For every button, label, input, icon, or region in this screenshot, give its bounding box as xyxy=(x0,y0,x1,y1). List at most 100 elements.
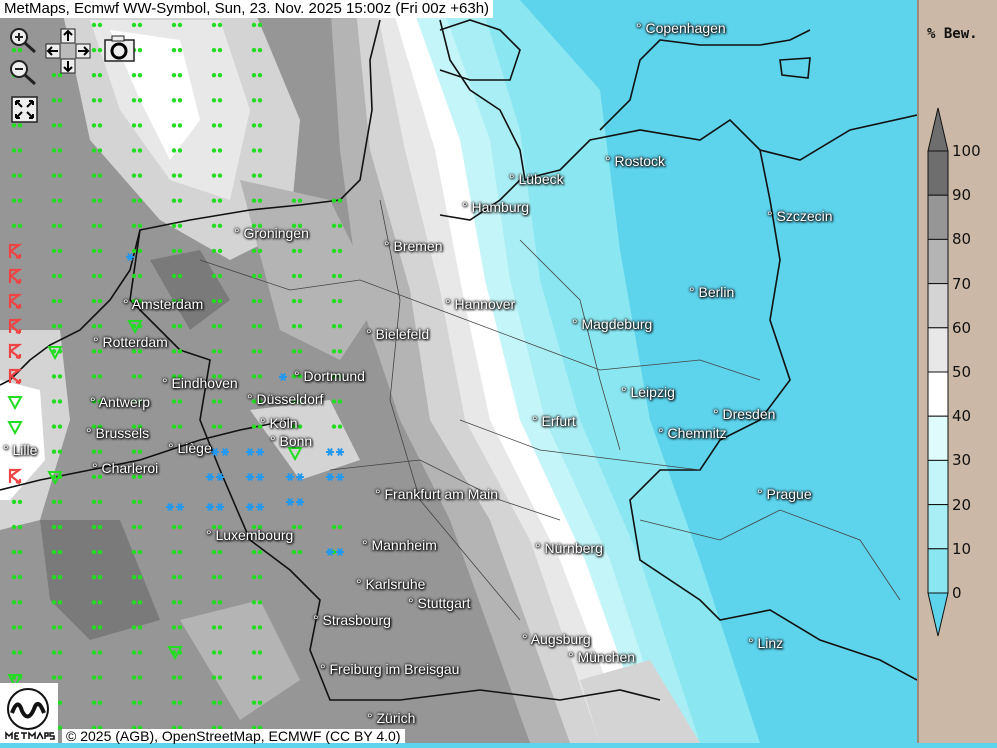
drizzle-symbol xyxy=(251,98,257,103)
fullscreen-icon[interactable] xyxy=(11,96,38,123)
drizzle-symbol xyxy=(177,700,183,705)
zoom-out-icon[interactable] xyxy=(8,58,38,86)
drizzle-symbol xyxy=(91,349,97,354)
drizzle-symbol xyxy=(297,424,303,429)
city-label: ° Charleroi xyxy=(92,460,159,476)
drizzle-symbol xyxy=(97,47,103,53)
drizzle-symbol xyxy=(217,725,223,730)
snow-symbol xyxy=(246,448,254,456)
weather-map[interactable] xyxy=(0,0,917,743)
pan-control[interactable] xyxy=(45,28,91,74)
drizzle-symbol xyxy=(211,98,217,103)
city-label: ° Copenhagen xyxy=(636,20,726,36)
drizzle-symbol xyxy=(171,725,177,730)
drizzle-symbol xyxy=(297,524,303,530)
drizzle-symbol xyxy=(211,173,217,178)
drizzle-symbol xyxy=(91,600,97,605)
drizzle-symbol xyxy=(91,675,97,680)
drizzle-symbol xyxy=(131,449,137,454)
drizzle-symbol xyxy=(217,123,223,128)
drizzle-symbol xyxy=(97,625,103,630)
drizzle-symbol xyxy=(297,198,303,203)
drizzle-symbol xyxy=(257,22,263,28)
city-label: ° München xyxy=(568,649,636,665)
drizzle-symbol xyxy=(177,675,183,680)
legend-label: 30 xyxy=(952,451,972,470)
drizzle-symbol xyxy=(337,298,343,304)
drizzle-symbol xyxy=(17,148,23,153)
drizzle-symbol xyxy=(171,349,177,354)
drizzle-symbol xyxy=(97,324,103,329)
drizzle-symbol xyxy=(171,675,177,680)
drizzle-symbol xyxy=(97,575,103,580)
drizzle-symbol xyxy=(17,123,23,128)
arrow-down-icon[interactable] xyxy=(60,58,76,74)
drizzle-symbol xyxy=(331,324,337,329)
drizzle-symbol xyxy=(211,148,217,153)
drizzle-symbol xyxy=(11,524,17,530)
legend-label: 80 xyxy=(952,230,972,249)
city-label: ° Luxembourg xyxy=(206,527,294,543)
admin-borders xyxy=(199,199,901,621)
drizzle-symbol xyxy=(171,223,177,228)
drizzle-symbol xyxy=(57,123,63,128)
city-label: ° Strasbourg xyxy=(313,612,391,628)
snow-symbol xyxy=(256,473,264,481)
arrow-right-icon[interactable] xyxy=(75,43,91,59)
drizzle-symbol xyxy=(91,298,97,304)
drizzle-symbol xyxy=(17,575,23,580)
arrow-up-icon[interactable] xyxy=(60,28,76,44)
drizzle-symbol xyxy=(131,600,137,605)
drizzle-symbol xyxy=(11,675,17,680)
drizzle-symbol xyxy=(171,47,177,53)
city-label: ° Dortmund xyxy=(294,368,365,384)
drizzle-symbol xyxy=(131,123,137,128)
drizzle-symbol xyxy=(211,47,217,53)
drizzle-symbol xyxy=(91,374,97,379)
drizzle-symbol xyxy=(257,399,263,404)
drizzle-symbol xyxy=(297,298,303,304)
drizzle-symbol xyxy=(91,625,97,630)
arrow-left-icon[interactable] xyxy=(45,43,61,59)
city-label: ° Düsseldorf xyxy=(247,391,324,407)
drizzle-symbol xyxy=(91,273,97,279)
thunderstorm-symbol xyxy=(8,468,23,485)
drizzle-symbol xyxy=(51,298,57,304)
drizzle-symbol xyxy=(177,148,183,153)
legend-bottom-arrow xyxy=(927,592,949,637)
drizzle-symbol xyxy=(97,273,103,279)
drizzle-symbol xyxy=(57,324,63,329)
drizzle-symbol xyxy=(211,248,217,254)
zoom-in-icon[interactable] xyxy=(8,26,38,54)
drizzle-symbol xyxy=(337,198,343,203)
drizzle-symbol xyxy=(137,650,143,655)
drizzle-symbol xyxy=(217,223,223,228)
drizzle-symbol xyxy=(297,248,303,254)
drizzle-symbol xyxy=(251,424,257,429)
drizzle-symbol xyxy=(11,549,17,555)
drizzle-symbol xyxy=(171,575,177,580)
drizzle-symbol xyxy=(137,173,143,178)
city-label: ° Karlsruhe xyxy=(356,576,426,592)
drizzle-symbol xyxy=(337,374,343,379)
drizzle-symbol xyxy=(217,98,223,103)
weather-symbols xyxy=(7,22,344,730)
drizzle-symbol xyxy=(331,198,337,203)
drizzle-symbol xyxy=(57,725,63,730)
drizzle-symbol xyxy=(177,600,183,605)
legend-label: 50 xyxy=(952,363,972,381)
drizzle-symbol xyxy=(217,324,223,329)
drizzle-symbol xyxy=(337,349,343,354)
city-label: ° Linz xyxy=(748,635,784,651)
drizzle-symbol xyxy=(11,148,17,153)
drizzle-symbol xyxy=(137,700,143,705)
drizzle-symbol xyxy=(17,47,23,53)
drizzle-symbol xyxy=(257,173,263,178)
drizzle-symbol xyxy=(297,349,303,354)
camera-icon[interactable] xyxy=(104,35,135,62)
drizzle-symbol xyxy=(257,549,263,555)
shower-symbol xyxy=(47,471,63,486)
drizzle-symbol xyxy=(137,123,143,128)
drizzle-symbol xyxy=(91,223,97,228)
drizzle-symbol xyxy=(217,675,223,680)
